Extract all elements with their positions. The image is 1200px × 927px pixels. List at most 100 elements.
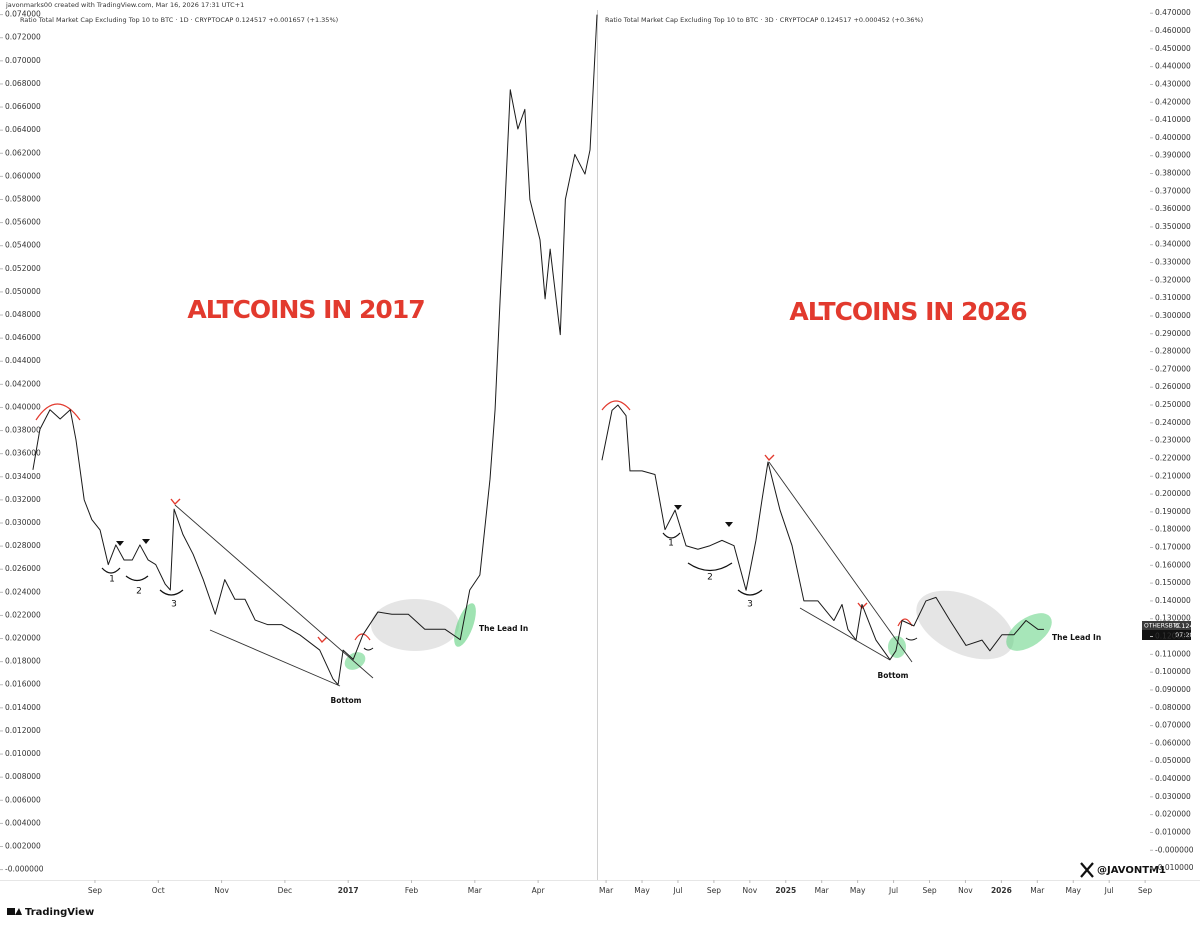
y-tick-label: 0.008000: [5, 772, 41, 781]
x-tick-label: Mar: [1030, 886, 1045, 895]
y-tick-label: 0.070000: [5, 56, 41, 65]
annotation-bottom: Bottom: [877, 671, 908, 680]
arc-marker: [354, 633, 371, 641]
x-tick-label: 2026: [991, 886, 1012, 895]
y-tick-label: 0.068000: [5, 79, 41, 88]
legend-text: Ratio Total Market Cap Excluding Top 10 …: [20, 16, 338, 24]
y-tick-label: 0.038000: [5, 426, 41, 435]
y-tick-label: 0.066000: [5, 102, 41, 111]
y-tick-label: 0.170000: [1155, 542, 1191, 551]
top-arc: [35, 403, 81, 421]
y-tick-label: 0.050000: [1155, 756, 1191, 765]
x-tick-label: Nov: [743, 886, 758, 895]
y-tick-label: 0.220000: [1155, 453, 1191, 462]
top-arc: [601, 400, 631, 411]
low-arc: [905, 637, 918, 641]
y-tick-label: 0.054000: [5, 241, 41, 250]
y-tick-label: 0.320000: [1155, 275, 1191, 284]
y-tick-label: 0.040000: [1155, 774, 1191, 783]
y-tick-label: 0.010000: [5, 749, 41, 758]
trend-line: [799, 607, 891, 661]
x-tick-label: Mar: [468, 886, 483, 895]
watermark: @JAVONTM1: [1097, 865, 1166, 876]
y-tick-label: 0.190000: [1155, 507, 1191, 516]
y-tick-label: 0.040000: [5, 402, 41, 411]
annotation-number: 3: [171, 600, 177, 610]
price-line: [601, 404, 1044, 661]
y-tick-label: 0.036000: [5, 449, 41, 458]
consolidation-zone: [371, 599, 459, 651]
y-tick-label: 0.058000: [5, 194, 41, 203]
trend-line: [768, 461, 913, 663]
y-tick-label: 0.450000: [1155, 44, 1191, 53]
annotation-number: 3: [747, 600, 753, 610]
lead-in-zone: [454, 603, 476, 647]
y-tick-label: 0.140000: [1155, 596, 1191, 605]
low-arc: [662, 532, 681, 539]
y-tick-label: 0.056000: [5, 218, 41, 227]
logo-block: [15, 908, 22, 915]
y-tick-label: 0.250000: [1155, 400, 1191, 409]
y-tick-label: 0.180000: [1155, 525, 1191, 534]
x-tick-label: May: [1065, 886, 1081, 895]
x-tick-label: Dec: [278, 886, 293, 895]
consolidation-zone: [916, 590, 1014, 660]
annotation-lead-in: The Lead In: [479, 624, 528, 633]
annotation-number: 2: [707, 573, 713, 583]
x-tick-label: Jul: [1104, 886, 1114, 895]
x-tick-label: Jul: [888, 886, 898, 895]
x-tick-label: Nov: [214, 886, 229, 895]
y-tick-label: 0.360000: [1155, 204, 1191, 213]
y-tick-label: 0.400000: [1155, 133, 1191, 142]
y-tick-label: 0.048000: [5, 310, 41, 319]
x-tick-label: Mar: [599, 886, 614, 895]
y-tick-label: 0.120000: [1155, 632, 1191, 641]
y-tick-label: 0.044000: [5, 356, 41, 365]
x-tick-label: Nov: [958, 886, 973, 895]
y-tick-label: 0.080000: [1155, 703, 1191, 712]
y-tick-label: 0.380000: [1155, 168, 1191, 177]
y-tick-label: 0.310000: [1155, 293, 1191, 302]
x-tick-label: Mar: [815, 886, 830, 895]
y-tick-label: 0.064000: [5, 125, 41, 134]
price-line: [32, 14, 598, 686]
triangle-marker: [674, 505, 682, 510]
y-tick-label: 0.006000: [5, 795, 41, 804]
legend-text: Ratio Total Market Cap Excluding Top 10 …: [605, 16, 923, 24]
right-drawings: [601, 400, 1052, 663]
y-tick-label: 0.330000: [1155, 258, 1191, 267]
y-tick-label: 0.390000: [1155, 151, 1191, 160]
y-tick-label: 0.022000: [5, 610, 41, 619]
annotation-title: ALTCOINS IN 2026: [789, 297, 1027, 326]
y-tick-label: 0.004000: [5, 818, 41, 827]
y-tick-label: 0.430000: [1155, 79, 1191, 88]
annotation-number: 1: [668, 539, 674, 549]
y-tick-label: 0.260000: [1155, 382, 1191, 391]
peak-marker: [317, 636, 328, 644]
trend-line: [174, 504, 374, 679]
y-tick-label: 0.370000: [1155, 186, 1191, 195]
y-tick-label: 0.240000: [1155, 418, 1191, 427]
logo-block: [7, 908, 15, 915]
y-tick-label: 0.014000: [5, 703, 41, 712]
price-tag-bg: [1142, 630, 1191, 640]
y-tick-label: 0.410000: [1155, 115, 1191, 124]
x-tick-label: 2025: [775, 886, 796, 895]
y-tick-label: 0.034000: [5, 472, 41, 481]
triangle-marker: [116, 541, 124, 546]
y-tick-label: 0.060000: [5, 171, 41, 180]
y-tick-label: 0.340000: [1155, 240, 1191, 249]
low-arc: [159, 589, 184, 596]
brand: TradingView: [25, 907, 94, 918]
y-tick-label: 0.420000: [1155, 97, 1191, 106]
y-tick-label: 0.020000: [1155, 810, 1191, 819]
y-tick-label: 0.160000: [1155, 560, 1191, 569]
y-tick-label: 0.020000: [5, 634, 41, 643]
y-tick-label: 0.050000: [5, 287, 41, 296]
low-arc: [687, 562, 733, 572]
annotation-title: ALTCOINS IN 2017: [187, 295, 424, 324]
y-tick-label: -0.000000: [5, 865, 44, 874]
credit-text: javonmarks00 created with TradingView.co…: [5, 1, 244, 9]
y-tick-label: 0.350000: [1155, 222, 1191, 231]
